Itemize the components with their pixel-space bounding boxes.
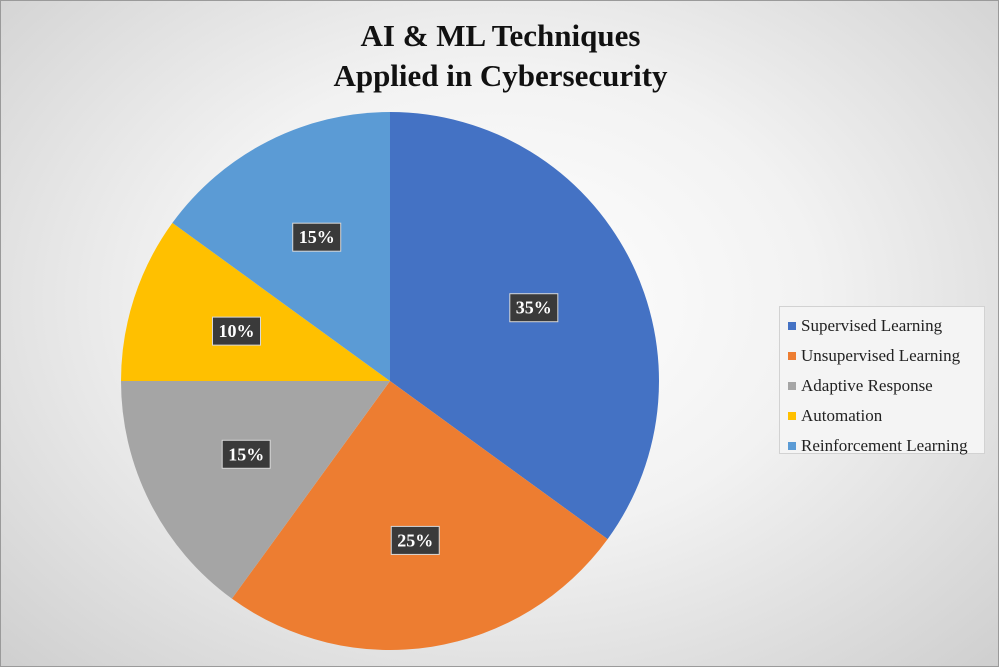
legend-label: Unsupervised Learning	[801, 346, 961, 365]
data-label-box	[211, 316, 261, 346]
legend-item-reinforcement-learning: Reinforcement Learning	[788, 431, 984, 461]
chart-title-line-2: Applied in Cybersecurity	[333, 58, 668, 93]
data-label: 10%	[211, 316, 261, 346]
pie-slice-adaptive-response	[121, 381, 390, 599]
data-label: 15%	[221, 439, 271, 469]
data-label-box	[390, 525, 440, 555]
legend-label: Adaptive Response	[801, 376, 933, 395]
legend-swatch	[788, 412, 796, 420]
legend-item-automation: Automation	[788, 401, 984, 431]
legend-swatch	[788, 442, 796, 450]
legend-swatch	[788, 382, 796, 390]
legend-item-supervised-learning: Supervised Learning	[788, 311, 984, 341]
legend-swatch	[788, 322, 796, 330]
data-label-text: 15%	[228, 444, 264, 464]
data-label-box	[221, 439, 271, 469]
pie-slice-supervised-learning	[390, 112, 659, 540]
data-label-box	[292, 222, 342, 252]
legend-label: Supervised Learning	[801, 316, 943, 335]
data-label-text: 15%	[299, 227, 335, 247]
chart-legend: Supervised Learning Unsupervised Learnin…	[779, 306, 985, 455]
legend-item-adaptive-response: Adaptive Response	[788, 371, 984, 401]
legend-item-unsupervised-learning: Unsupervised Learning	[788, 341, 984, 371]
data-label-text: 25%	[397, 530, 433, 550]
pie-slice-automation	[121, 222, 390, 381]
data-label: 25%	[390, 525, 440, 555]
legend-label: Automation	[801, 406, 883, 425]
data-label: 35%	[509, 293, 559, 323]
data-label: 15%	[292, 222, 342, 252]
pie-slice-reinforcement-learning	[172, 111, 390, 381]
data-label-text: 10%	[218, 321, 254, 341]
legend-swatch	[788, 352, 796, 360]
legend-label: Reinforcement Learning	[801, 436, 968, 455]
pie-slice-unsupervised-learning	[231, 381, 608, 650]
data-label-box	[509, 293, 559, 323]
data-label-text: 35%	[516, 298, 552, 318]
chart-title-line-1: AI & ML Techniques	[360, 18, 641, 53]
